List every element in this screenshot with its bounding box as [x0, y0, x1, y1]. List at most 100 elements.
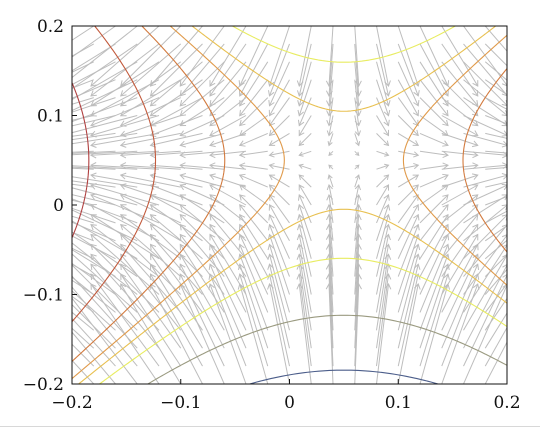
field-arrow: [485, 115, 507, 125]
field-arrow: [296, 26, 312, 87]
field-arrow: [419, 223, 449, 277]
field-arrow: [120, 263, 182, 349]
field-arrow: [463, 183, 507, 206]
field-arrow: [238, 173, 268, 188]
field-arrow: [72, 150, 138, 156]
field-arrow: [209, 223, 247, 277]
field-arrow: [238, 115, 269, 137]
field-arrow: [239, 61, 269, 107]
field-arrow: [441, 26, 479, 87]
field-arrow: [72, 186, 73, 188]
field-arrow: [484, 312, 507, 349]
field-arrow: [506, 61, 507, 63]
field-arrow: [72, 220, 138, 260]
field-arrow: [485, 150, 507, 154]
field-arrow: [327, 174, 334, 188]
field-arrow: [72, 165, 138, 170]
field-arrow: [72, 151, 73, 152]
field-arrow: [267, 243, 290, 313]
field-arrow: [149, 273, 203, 367]
field-arrow: [419, 194, 449, 224]
field-arrow: [90, 162, 160, 170]
field-arrow: [506, 329, 507, 331]
field-arrow: [296, 283, 312, 384]
field-arrow: [90, 172, 160, 188]
field-arrow: [72, 166, 116, 170]
field-arrow: [397, 213, 420, 259]
field-arrow: [463, 273, 507, 367]
field-arrow: [441, 132, 479, 148]
field-arrow: [72, 258, 73, 259]
field-arrow: [119, 204, 182, 242]
field-arrow: [298, 184, 312, 206]
field-arrow: [72, 264, 138, 331]
field-arrow: [90, 26, 160, 87]
field-arrow: [149, 214, 203, 260]
field-arrow: [376, 43, 391, 97]
field-arrow: [72, 359, 95, 384]
field-arrow: [90, 273, 160, 367]
field-arrow: [72, 247, 94, 260]
field-arrow: [376, 213, 391, 259]
field-arrow: [506, 347, 507, 349]
field-arrow: [463, 224, 507, 277]
field-arrow: [506, 275, 507, 277]
contour-line: [147, 314, 507, 384]
field-arrow: [119, 193, 181, 224]
field-arrow: [506, 186, 507, 188]
field-arrow: [506, 26, 507, 27]
field-arrow: [298, 174, 312, 188]
field-arrow: [298, 133, 312, 147]
field-arrow: [397, 184, 419, 206]
field-arrow: [485, 97, 507, 110]
field-arrow: [72, 253, 138, 313]
field-arrow: [238, 233, 269, 295]
field-arrow: [179, 283, 225, 384]
field-arrow: [179, 43, 225, 97]
field-arrow: [149, 43, 203, 97]
field-arrow: [179, 214, 225, 260]
field-arrow: [354, 43, 362, 97]
field-arrow: [268, 61, 290, 107]
field-arrow: [90, 193, 160, 224]
field-arrow: [119, 162, 181, 170]
field-arrow: [238, 26, 269, 87]
field-arrow: [463, 173, 507, 188]
field-arrow: [90, 43, 160, 97]
field-arrow: [239, 213, 269, 259]
contour-line: [72, 26, 507, 362]
field-arrow: [72, 231, 94, 242]
field-arrow: [398, 162, 420, 170]
y-axis: −0.2 −0.1 0 0.1 0.2: [23, 17, 77, 395]
field-arrow: [441, 184, 479, 206]
field-arrow: [72, 150, 116, 154]
field-arrow: [397, 253, 421, 331]
field-arrow: [119, 132, 181, 148]
field-arrow: [72, 26, 116, 58]
field-arrow: [326, 97, 334, 127]
field-arrow: [354, 133, 361, 147]
field-arrow: [72, 150, 94, 153]
field-arrow: [268, 115, 290, 137]
field-arrow: [376, 97, 390, 127]
field-arrow: [119, 79, 182, 117]
x-tick-label: −0.1: [160, 393, 201, 413]
field-arrow: [297, 97, 312, 127]
field-arrow: [485, 181, 507, 188]
field-arrow: [149, 233, 203, 295]
field-arrow: [506, 204, 507, 205]
field-arrow: [179, 97, 225, 127]
field-arrow: [90, 243, 160, 313]
field-arrow: [72, 26, 95, 41]
field-arrow: [72, 187, 138, 206]
field-arrow: [149, 243, 203, 313]
field-arrow: [463, 26, 507, 87]
field-arrow: [296, 43, 312, 97]
field-arrow: [397, 223, 420, 277]
field-arrow: [397, 97, 419, 127]
field-arrow: [376, 163, 390, 170]
field-arrow: [72, 115, 138, 134]
field-arrow: [72, 180, 116, 188]
field-arrow: [90, 183, 160, 206]
